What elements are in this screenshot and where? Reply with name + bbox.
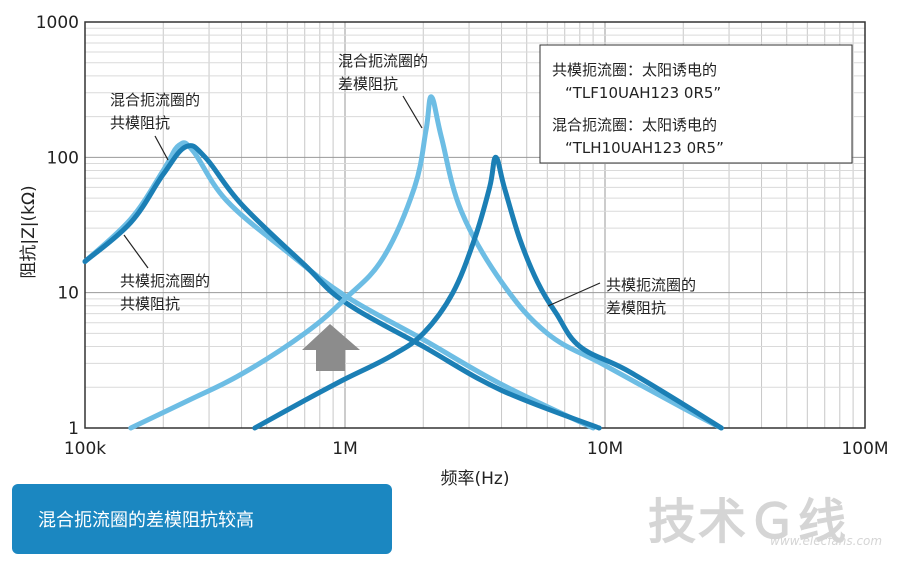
legend-line-3: 混合扼流圈：太阳诱电的: [552, 116, 717, 134]
annotation-common-cm-line2: 共模阻抗: [120, 295, 180, 313]
leader-mixed-dm: [402, 95, 423, 129]
up-arrow-icon: [302, 324, 360, 371]
leader-common-dm: [547, 282, 601, 307]
annotation-mixed-cm-line1: 混合扼流圈的: [110, 91, 200, 109]
x-tick-label: 100k: [64, 439, 106, 459]
leader-mixed-cm: [154, 135, 169, 161]
series-lines: [82, 94, 724, 431]
annotation-common-cm-line1: 共模扼流圈的: [120, 272, 210, 290]
x-axis-ticks: 100k 1M 10M 100M: [64, 439, 889, 459]
annotation-mixed-dm-line1: 混合扼流圈的: [338, 52, 428, 70]
watermark-logo: 技术Ｇ线: [648, 494, 849, 550]
watermark-url: www.elecfans.com: [770, 534, 883, 548]
y-tick-label: 1000: [36, 13, 79, 33]
series-line-mixed_dm: [128, 94, 724, 431]
plot-frame: [84, 21, 866, 429]
y-tick-label: 10: [57, 284, 79, 304]
series-line-common_cm: [82, 143, 602, 431]
annotation-mixed-dm-line2: 差模阻抗: [338, 75, 398, 93]
leader-common-cm: [123, 234, 149, 269]
series-line-common_dm: [252, 154, 724, 431]
legend-line-4: “TLH10UAH123 0R5”: [565, 139, 724, 157]
y-axis-ticks: 1 10 100 1000: [36, 13, 79, 439]
y-axis-label: 阻抗|Z|(kΩ): [19, 185, 39, 278]
legend-line-2: “TLF10UAH123 0R5”: [565, 84, 721, 102]
annotation-common-dm-line2: 差模阻抗: [606, 299, 666, 317]
annotation-mixed-cm-line2: 共模阻抗: [110, 114, 170, 132]
x-tick-label: 1M: [332, 439, 357, 459]
x-tick-label: 10M: [587, 439, 623, 459]
conclusion-banner: 混合扼流圈的差模阻抗较高: [12, 484, 392, 554]
y-tick-label: 100: [47, 148, 79, 168]
x-axis-label: 频率(Hz): [441, 469, 510, 489]
legend-box: [539, 44, 853, 164]
legend-line-1: 共模扼流圈：太阳诱电的: [552, 61, 717, 79]
annotation-common-dm-line1: 共模扼流圈的: [606, 276, 696, 294]
y-tick-label: 1: [68, 419, 79, 439]
x-tick-label: 100M: [841, 439, 888, 459]
